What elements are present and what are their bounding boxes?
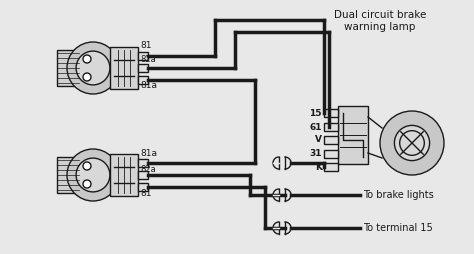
Circle shape xyxy=(83,162,91,170)
Bar xyxy=(338,106,368,164)
Text: K: K xyxy=(315,163,322,171)
Circle shape xyxy=(67,42,119,94)
Bar xyxy=(138,76,148,84)
Bar xyxy=(57,50,79,86)
Bar xyxy=(57,157,79,193)
Bar xyxy=(110,47,138,89)
Text: 81: 81 xyxy=(140,41,152,51)
Circle shape xyxy=(394,125,429,161)
Bar xyxy=(324,109,338,117)
Bar xyxy=(138,183,148,191)
Bar xyxy=(110,154,138,196)
Text: Dual circuit brake: Dual circuit brake xyxy=(334,10,426,20)
Bar xyxy=(138,159,148,167)
Circle shape xyxy=(83,180,91,188)
Text: 82a: 82a xyxy=(140,56,156,65)
Text: 82a: 82a xyxy=(140,166,156,174)
Circle shape xyxy=(380,111,444,175)
Circle shape xyxy=(76,158,110,192)
Circle shape xyxy=(67,149,119,201)
Circle shape xyxy=(76,51,110,85)
Bar xyxy=(138,171,148,179)
Bar xyxy=(138,64,148,72)
Bar xyxy=(324,163,338,171)
Text: 81: 81 xyxy=(140,188,152,198)
Text: warning lamp: warning lamp xyxy=(344,22,416,32)
Circle shape xyxy=(83,55,91,63)
Text: 81a: 81a xyxy=(140,82,157,90)
Bar xyxy=(324,136,338,144)
Bar xyxy=(138,52,148,60)
Text: 61: 61 xyxy=(310,122,322,132)
Bar xyxy=(324,123,338,131)
Circle shape xyxy=(83,73,91,81)
Text: 15: 15 xyxy=(310,108,322,118)
Text: To brake lights: To brake lights xyxy=(363,190,434,200)
Text: To terminal 15: To terminal 15 xyxy=(363,223,433,233)
Text: 31: 31 xyxy=(310,150,322,158)
Text: V: V xyxy=(315,135,322,145)
Text: 81a: 81a xyxy=(140,149,157,157)
Bar xyxy=(324,150,338,158)
